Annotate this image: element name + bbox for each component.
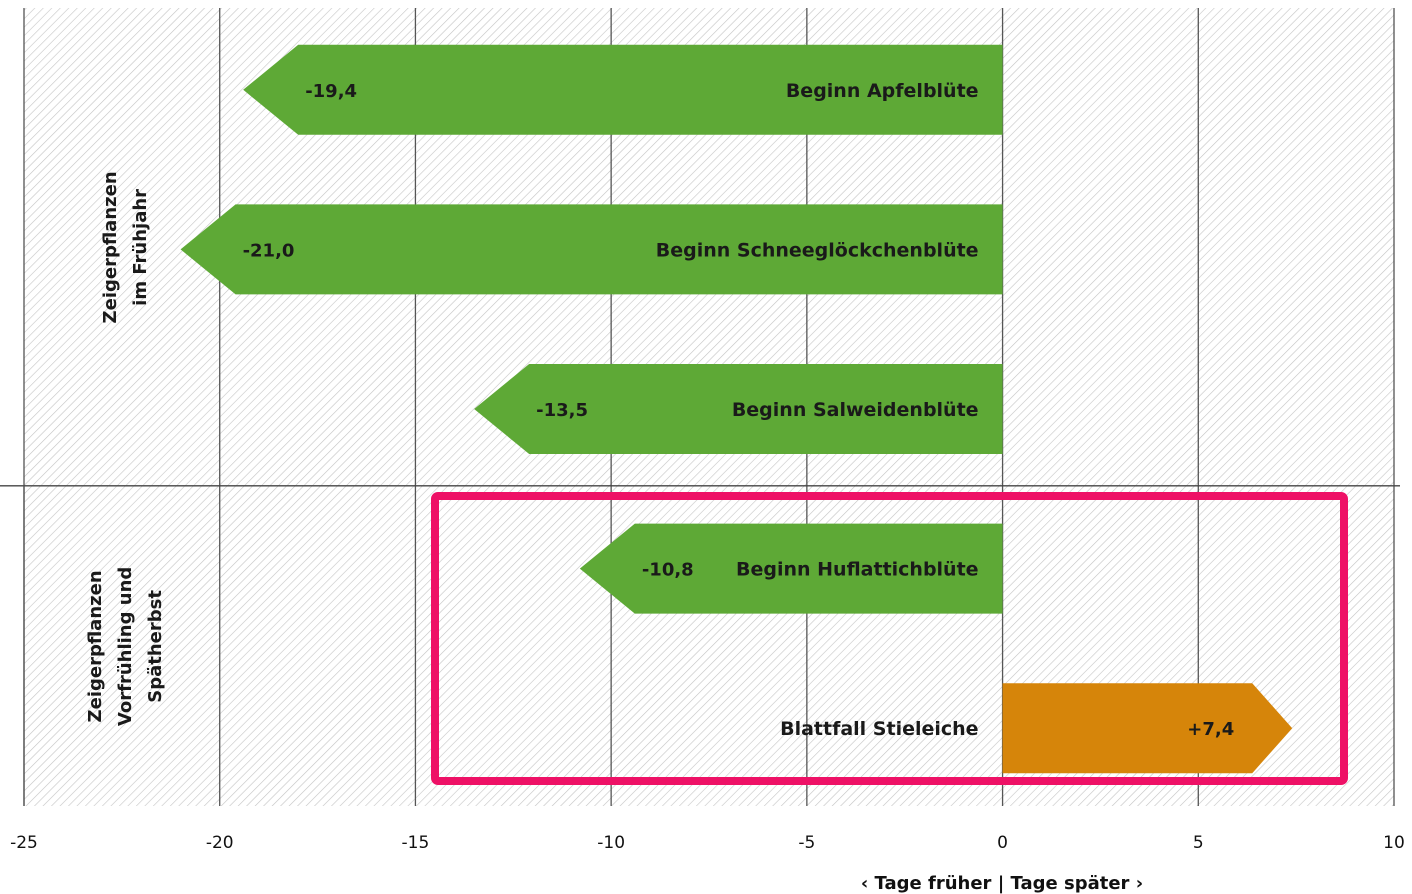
bar-arrow	[180, 204, 1003, 295]
group-label-line: im Frühjahr	[130, 189, 151, 306]
group-label-line: Zeigerpflanzen	[85, 570, 106, 722]
group-label-2: Zeigerpflanzen Vorfrühling und Spätherbst	[85, 567, 166, 726]
group-label-1: Zeigerpflanzen im Frühjahr	[100, 171, 151, 323]
group-label-line: Spätherbst	[145, 590, 166, 703]
x-axis-title: ‹ Tage früher | Tage später ›	[861, 873, 1143, 894]
group-label-line: Vorfrühling und	[115, 567, 136, 726]
bar-category-label: Beginn Salweidenblüte	[732, 399, 979, 421]
bar-arrow	[474, 364, 1003, 454]
x-tick-label: -5	[798, 833, 815, 853]
bar-value-label: -21,0	[243, 240, 295, 261]
bars-layer: Beginn Apfelblüte -19,4 Beginn Schneeglöck…	[180, 44, 1348, 785]
bar-arrow	[1002, 683, 1293, 774]
bar-category-label: Blattfall Stieleiche	[780, 718, 978, 740]
x-tick-label: 5	[1193, 833, 1204, 853]
highlight-box	[431, 492, 1348, 785]
bar-value-label: -13,5	[536, 400, 588, 421]
x-tick-label: 10	[1383, 833, 1405, 853]
group-label-line: Zeigerpflanzen	[100, 171, 121, 323]
x-tick-label: -20	[206, 833, 234, 853]
bar-arrow	[243, 44, 1003, 135]
bar-value-label: -10,8	[642, 560, 694, 581]
bar-category-label: Beginn Huflattichblüte	[736, 559, 979, 581]
x-tick-label: -10	[597, 833, 625, 853]
x-tick-label: -25	[10, 833, 38, 853]
bar-category-label: Beginn Schneeglöckchenblüte	[656, 239, 979, 261]
bar-value-label: +7,4	[1187, 719, 1234, 740]
x-tick-label: -15	[402, 833, 430, 853]
group-labels: Zeigerpflanzen im Frühjahr Zeigerpflanzen V…	[85, 171, 166, 726]
x-tick-labels: -25 -20 -15 -10 -5 0 5 10	[10, 833, 1405, 853]
x-tick-label: 0	[997, 833, 1008, 853]
bar-arrow	[579, 523, 1003, 614]
grid-lines	[0, 8, 1400, 806]
bar-category-label: Beginn Apfelblüte	[786, 80, 979, 102]
bar-value-label: -19,4	[305, 81, 357, 102]
